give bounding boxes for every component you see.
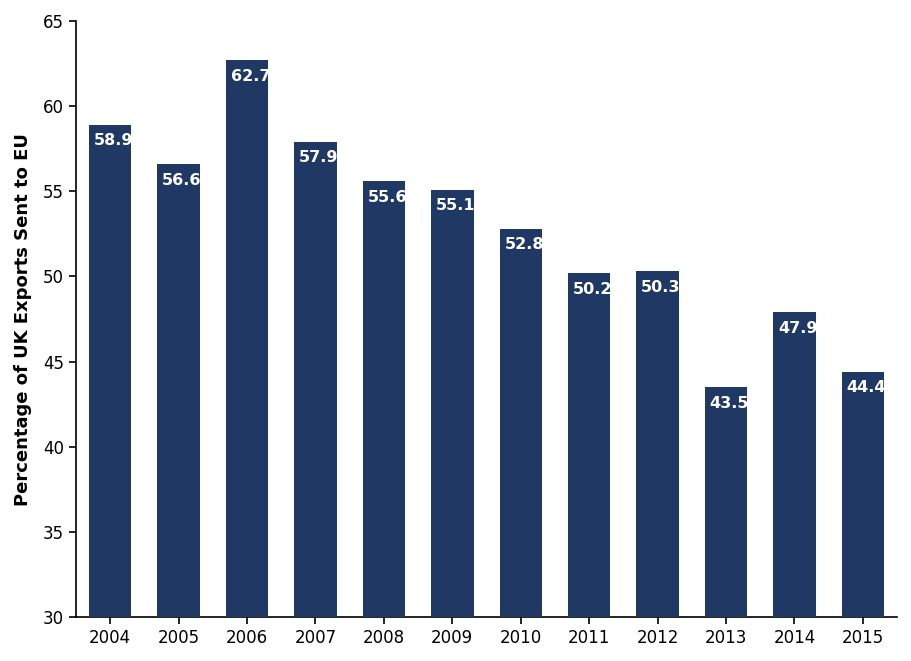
Text: 56.6: 56.6 xyxy=(162,173,201,188)
Text: 55.6: 55.6 xyxy=(367,190,407,205)
Text: 50.3: 50.3 xyxy=(641,280,681,295)
Bar xyxy=(89,125,131,617)
Bar xyxy=(226,60,268,617)
Text: 50.2: 50.2 xyxy=(573,282,612,297)
Text: 62.7: 62.7 xyxy=(230,69,270,83)
Bar xyxy=(363,181,405,617)
Text: 55.1: 55.1 xyxy=(435,198,476,213)
Text: 52.8: 52.8 xyxy=(505,237,544,253)
Text: 43.5: 43.5 xyxy=(710,396,749,410)
Bar xyxy=(705,387,747,617)
Bar xyxy=(637,272,679,617)
Bar xyxy=(568,273,610,617)
Bar xyxy=(158,164,200,617)
Bar xyxy=(773,312,815,617)
Bar xyxy=(431,190,474,617)
Bar xyxy=(499,229,542,617)
Y-axis label: Percentage of UK Exports Sent to EU: Percentage of UK Exports Sent to EU xyxy=(14,133,32,506)
Text: 47.9: 47.9 xyxy=(778,321,817,336)
Text: 44.4: 44.4 xyxy=(846,381,886,395)
Bar xyxy=(842,372,884,617)
Text: 58.9: 58.9 xyxy=(94,134,133,148)
Bar xyxy=(294,142,337,617)
Text: 57.9: 57.9 xyxy=(299,151,339,165)
